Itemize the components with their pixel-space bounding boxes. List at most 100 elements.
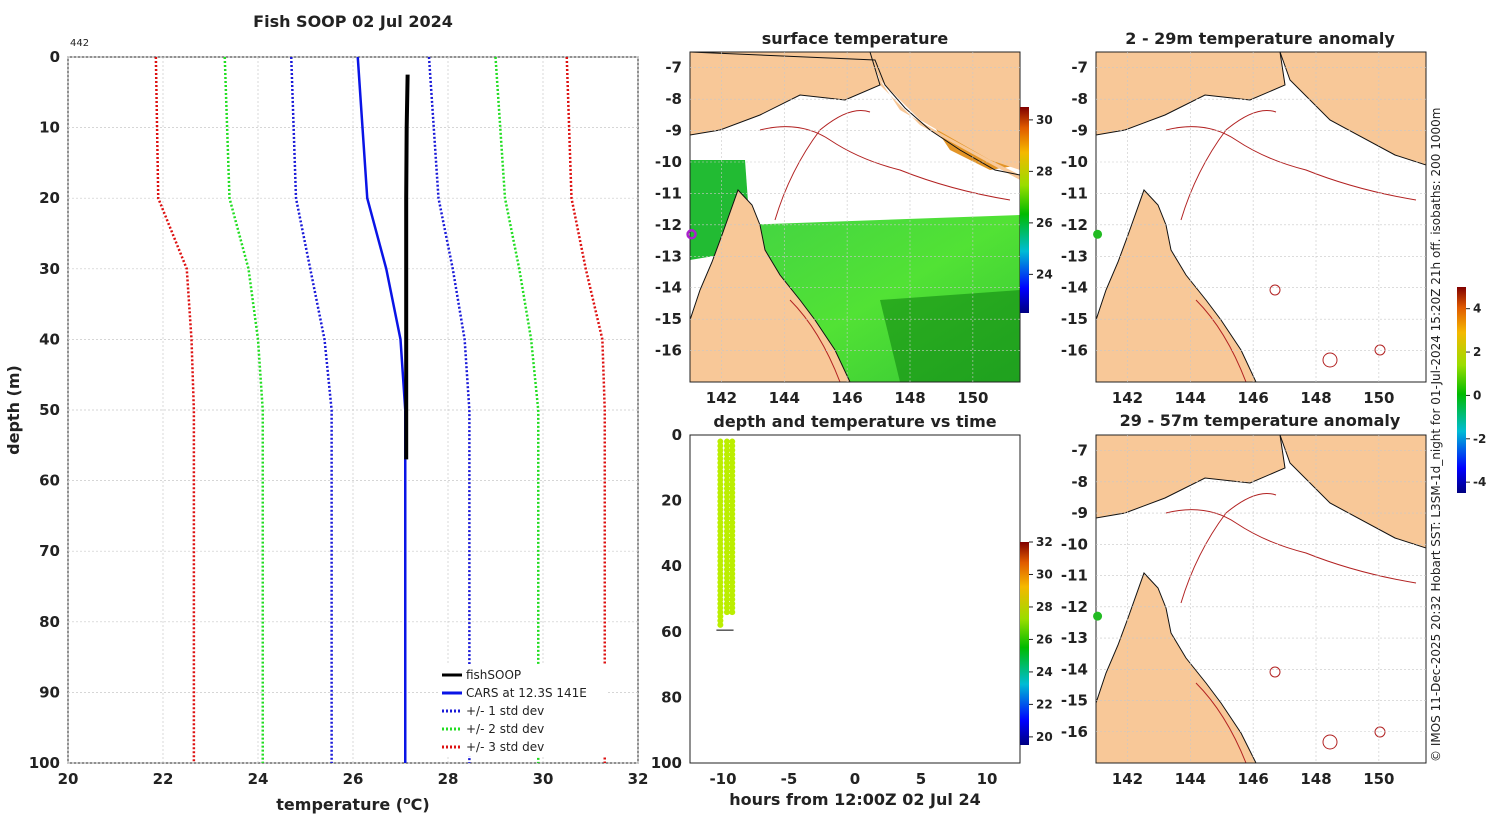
time-xtick-label: 0 <box>850 770 860 788</box>
map-xtick-label: 148 <box>1300 389 1331 407</box>
time-point-cast-1 <box>723 523 730 530</box>
time-point-cast-1 <box>723 502 730 509</box>
profile-line-std3-5 <box>154 56 196 763</box>
time-point-cast-1 <box>723 451 730 458</box>
time-point-cast-1 <box>723 438 730 445</box>
legend-label-std2: +/- 2 std dev <box>466 722 544 736</box>
time-point-cast-2 <box>729 472 736 479</box>
time-point-cast-0 <box>717 609 724 616</box>
time-point-cast-2 <box>729 540 736 547</box>
time-point-cast-0 <box>717 613 724 620</box>
time-point-cast-2 <box>729 536 736 543</box>
time-point-cast-0 <box>717 438 724 445</box>
time-point-cast-2 <box>729 596 736 603</box>
time-point-cast-0 <box>717 549 724 556</box>
time-point-cast-1 <box>723 536 730 543</box>
time-point-cast-2 <box>729 476 736 483</box>
time-point-cast-2 <box>729 553 736 560</box>
time-point-cast-0 <box>717 536 724 543</box>
time-colorbar-tick-label: 30 <box>1036 567 1053 581</box>
sst-land-png-west <box>690 52 881 136</box>
time-point-cast-2 <box>729 583 736 590</box>
time-ytick-label: 40 <box>661 557 682 575</box>
time-point-cast-0 <box>717 455 724 462</box>
time-point-cast-1 <box>723 528 730 535</box>
profile-ytick-label: 10 <box>39 119 60 137</box>
time-point-cast-1 <box>723 459 730 466</box>
anomaly-deep-title: 29 - 57m temperature anomaly <box>1120 411 1401 430</box>
time-point-cast-2 <box>729 455 736 462</box>
sst-dark-green-region <box>880 290 1020 382</box>
map-ytick-label: -7 <box>665 59 682 77</box>
time-point-cast-0 <box>717 481 724 488</box>
profile-ytick-label: 50 <box>39 401 60 419</box>
time-colorbar-tick-label: 22 <box>1036 697 1053 711</box>
profile-line-cars-0 <box>356 56 407 763</box>
sst-map: surface temperature 142 144 146 148 150 -7 -8 -… <box>655 29 1053 407</box>
anomaly-colorbar-tick-label: -4 <box>1473 475 1486 489</box>
time-point-cast-0 <box>717 489 724 496</box>
map-ytick-label: -7 <box>1071 442 1088 460</box>
map-xtick-label: 144 <box>1175 389 1206 407</box>
time-point-cast-2 <box>729 523 736 530</box>
sst-colorbar-tick-label: 28 <box>1036 164 1053 178</box>
time-point-cast-1 <box>723 604 730 611</box>
sst-coastline-png <box>690 52 1020 176</box>
time-point-cast-1 <box>723 511 730 518</box>
time-point-cast-2 <box>729 575 736 582</box>
profile-xtick-label: 24 <box>248 770 269 788</box>
time-point-cast-1 <box>723 600 730 607</box>
time-point-cast-1 <box>723 468 730 475</box>
time-point-cast-1 <box>723 519 730 526</box>
profile-ylabel: depth (m) <box>4 365 23 455</box>
time-point-cast-1 <box>723 592 730 599</box>
time-point-cast-1 <box>723 481 730 488</box>
map-xtick-label: 144 <box>1175 770 1206 788</box>
time-point-cast-0 <box>717 442 724 449</box>
anomaly-deep-land-png <box>1096 435 1426 549</box>
time-point-cast-0 <box>717 545 724 552</box>
map-xtick-label: 150 <box>1363 770 1394 788</box>
time-point-cast-1 <box>723 442 730 449</box>
time-point-cast-1 <box>723 515 730 522</box>
anomaly-shallow-title: 2 - 29m temperature anomaly <box>1125 29 1395 48</box>
time-point-cast-2 <box>729 493 736 500</box>
anomaly-colorbar-tick-label: -2 <box>1473 432 1486 446</box>
profile-chart: 20 22 24 26 28 30 32 0 10 20 30 40 50 60 70 80 90 100 Fis… <box>4 12 648 814</box>
time-point-cast-2 <box>729 579 736 586</box>
time-point-cast-0 <box>717 476 724 483</box>
time-point-cast-2 <box>729 562 736 569</box>
time-point-cast-1 <box>723 532 730 539</box>
time-point-cast-0 <box>717 485 724 492</box>
time-point-cast-0 <box>717 519 724 526</box>
time-colorbar-tick-label: 32 <box>1036 535 1053 549</box>
time-point-cast-1 <box>723 447 730 454</box>
time-point-cast-0 <box>717 592 724 599</box>
time-point-cast-2 <box>729 506 736 513</box>
map-ytick-label: -8 <box>1071 473 1088 491</box>
time-point-cast-0 <box>717 511 724 518</box>
time-point-cast-2 <box>729 489 736 496</box>
map-ytick-label: -7 <box>1071 59 1088 77</box>
map-ytick-label: -8 <box>1071 90 1088 108</box>
sst-isobath-200 <box>759 126 1011 201</box>
profile-ytick-label: 70 <box>39 542 60 560</box>
time-ytick-label: 0 <box>672 426 682 444</box>
map-ytick-label: -13 <box>1061 629 1088 647</box>
time-xtick-label: 5 <box>916 770 926 788</box>
map-ytick-label: -10 <box>1061 535 1088 553</box>
time-point-cast-0 <box>717 472 724 479</box>
legend-label-cars: CARS at 12.3S 141E <box>466 686 587 700</box>
sst-colorbar <box>1020 107 1029 313</box>
map-ytick-label: -14 <box>1061 279 1088 297</box>
profile-xtick-label: 20 <box>58 770 79 788</box>
time-point-cast-1 <box>723 553 730 560</box>
time-point-cast-1 <box>723 498 730 505</box>
time-point-cast-0 <box>717 447 724 454</box>
sst-land-png <box>690 52 1020 170</box>
time-xtick-label: -5 <box>781 770 798 788</box>
time-point-cast-2 <box>729 498 736 505</box>
profile-xtick-label: 26 <box>343 770 364 788</box>
time-point-cast-2 <box>729 515 736 522</box>
time-point-cast-1 <box>723 476 730 483</box>
